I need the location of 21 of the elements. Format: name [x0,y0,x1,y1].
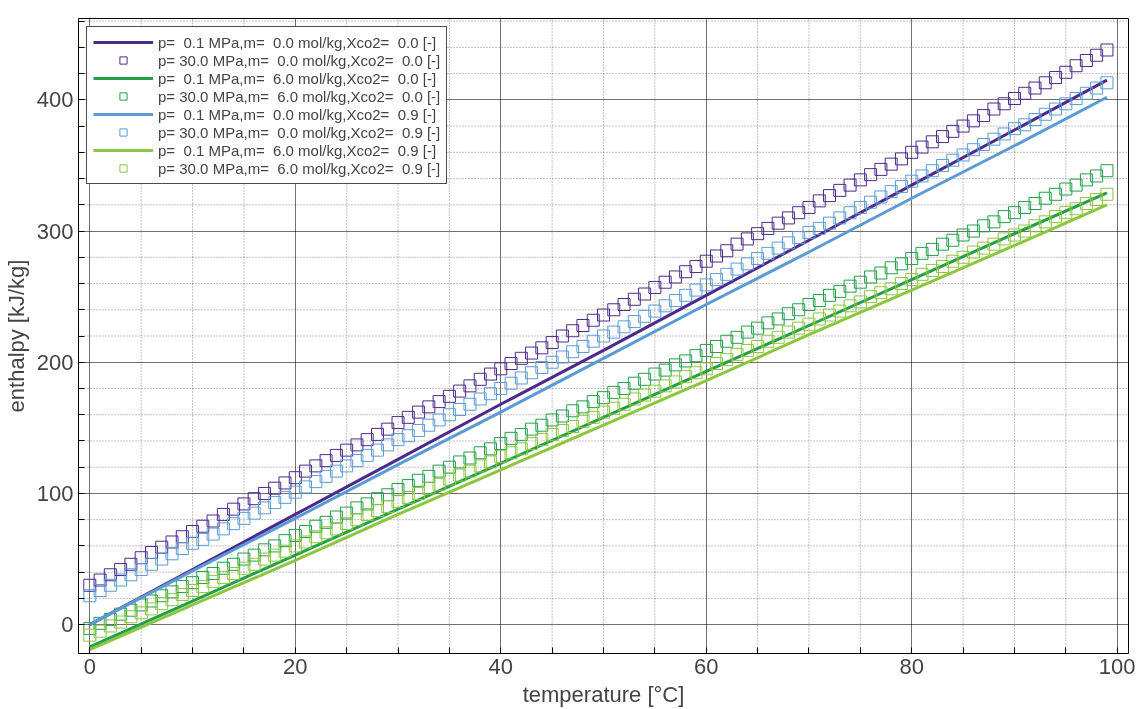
y-tick-label: 300 [36,218,74,244]
y-tick-label: 400 [36,87,74,113]
legend-label: p= 30.0 MPa,m= 6.0 mol/kg,Xco2= 0.0 [-] [158,87,441,105]
legend-label: p= 0.1 MPa,m= 6.0 mol/kg,Xco2= 0.9 [-] [158,141,437,159]
x-tick-label: 80 [899,653,924,679]
x-tick-label: 60 [694,653,719,679]
x-tick-label: 40 [488,653,514,679]
legend-label: p= 30.0 MPa,m= 0.0 mol/kg,Xco2= 0.9 [-] [158,123,441,141]
x-axis-title: temperature [°C] [522,681,685,707]
y-axis-title: enthalpy [kJ/kg] [3,259,29,413]
y-tick-label: 0 [61,612,74,638]
legend-label: p= 0.1 MPa,m= 0.0 mol/kg,Xco2= 0.0 [-] [158,33,437,51]
y-tick-label: 100 [36,480,74,506]
x-tick-label: 20 [283,653,308,679]
legend-label: p= 0.1 MPa,m= 0.0 mol/kg,Xco2= 0.9 [-] [158,105,437,123]
x-tick-label: 100 [1098,653,1136,679]
legend-label: p= 30.0 MPa,m= 0.0 mol/kg,Xco2= 0.0 [-] [158,51,441,69]
legend-label: p= 30.0 MPa,m= 6.0 mol/kg,Xco2= 0.9 [-] [158,159,441,177]
y-tick-label: 200 [36,349,74,375]
x-tick-label: 0 [83,653,96,679]
legend-label: p= 0.1 MPa,m= 6.0 mol/kg,Xco2= 0.0 [-] [158,69,437,87]
